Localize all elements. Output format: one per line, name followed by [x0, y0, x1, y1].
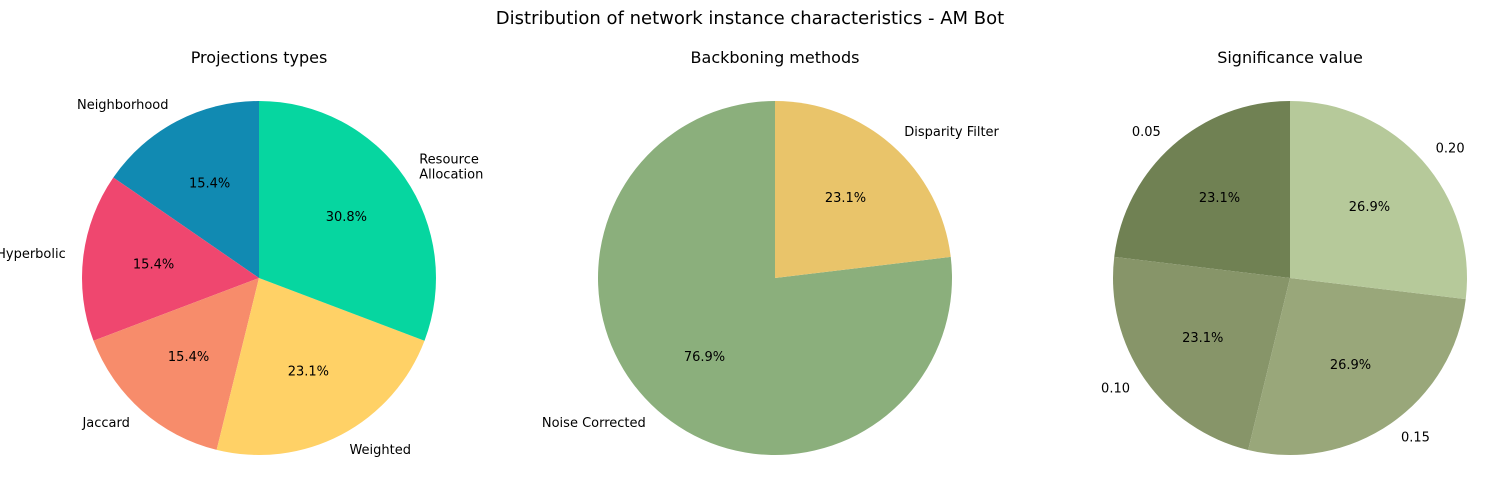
pie-slice-0-05 — [1114, 101, 1290, 278]
pie-category-label: 0.15 — [1401, 430, 1430, 445]
pie-slice-hyperbolic — [82, 177, 260, 341]
pie-category-label: Disparity Filter — [904, 125, 999, 140]
pie-slice-disparity-filter — [775, 101, 951, 278]
pie-category-label: Neighborhood — [77, 98, 169, 113]
pie-significance: 23.1% 0.05 23.1% 0.10 26.9% 0.15 26.9% 0.20 — [1101, 101, 1467, 456]
pie-slice-resource-allocation — [259, 101, 436, 341]
pie-category-label: Jaccard — [81, 416, 129, 431]
pie-category-label-line: 0.05 — [1132, 125, 1161, 140]
pie-category-label-line: Weighted — [349, 443, 411, 458]
pie-pct-label: 26.9% — [1330, 358, 1371, 373]
pie-slice-0-20 — [1290, 101, 1467, 300]
figure-title: Distribution of network instance charact… — [496, 8, 1004, 29]
pie-category-label: Noise Corrected — [542, 416, 646, 431]
pie-category-label: Weighted — [349, 443, 411, 458]
pie-slice-0-10 — [1113, 256, 1290, 450]
pie-category-label: 0.10 — [1101, 381, 1130, 396]
pie-category-label-line: Resource — [419, 152, 479, 167]
pie-panel-significance: Significance value 23.1% 0.05 23.1% 0.10 26.… — [1101, 48, 1467, 456]
pie-pct-label: 15.4% — [168, 350, 209, 365]
pie-pct-label: 23.1% — [1199, 191, 1240, 206]
pie-slice-jaccard — [93, 278, 259, 450]
pie-category-label: 0.05 — [1132, 125, 1161, 140]
pie-category-label-line: Neighborhood — [77, 98, 169, 113]
pie-panel-backboning: Backboning methods 76.9% Noise Corrected 2… — [542, 48, 1000, 455]
pie-pct-label: 23.1% — [288, 365, 329, 380]
pie-category-label-line: Disparity Filter — [904, 125, 999, 140]
pie-category-label: 0.20 — [1436, 141, 1465, 156]
pie-category-label-line: 0.10 — [1101, 381, 1130, 396]
pie-category-label-line: Allocation — [419, 167, 483, 182]
pie-pct-label: 76.9% — [684, 350, 725, 365]
pie-slice-0-15 — [1248, 278, 1466, 456]
pie-title-backboning: Backboning methods — [691, 48, 860, 67]
pie-backboning: 76.9% Noise Corrected 23.1% Disparity Filte… — [542, 101, 1000, 455]
pie-category-label-line: Hyperbolic — [0, 247, 66, 262]
pie-category-label-line: Noise Corrected — [542, 416, 646, 431]
pie-pct-label: 23.1% — [825, 191, 866, 206]
pie-title-projections: Projections types — [191, 48, 328, 67]
pie-pct-label: 23.1% — [1182, 331, 1223, 346]
pie-pct-label: 15.4% — [189, 176, 230, 191]
pie-title-significance: Significance value — [1217, 48, 1363, 67]
pie-slice-weighted — [216, 278, 425, 455]
pie-category-label-line: 0.20 — [1436, 141, 1465, 156]
pie-category-label: Resource Allocation — [419, 152, 483, 182]
pie-pct-label: 30.8% — [326, 210, 367, 225]
pie-category-label-line: Jaccard — [81, 416, 129, 431]
pie-panel-projections: Projections types 15.4%Neighborhood15.4%… — [0, 48, 483, 458]
pie-category-label: Hyperbolic — [0, 247, 66, 262]
pie-category-label-line: 0.15 — [1401, 430, 1430, 445]
pie-pct-label: 26.9% — [1349, 200, 1390, 215]
pie-pct-label: 15.4% — [133, 258, 174, 273]
pie-projections: 15.4% Neighborhood 15.4% Hyperbolic 15.4% Jac… — [0, 98, 483, 458]
pie-slice-neighborhood — [113, 101, 260, 278]
